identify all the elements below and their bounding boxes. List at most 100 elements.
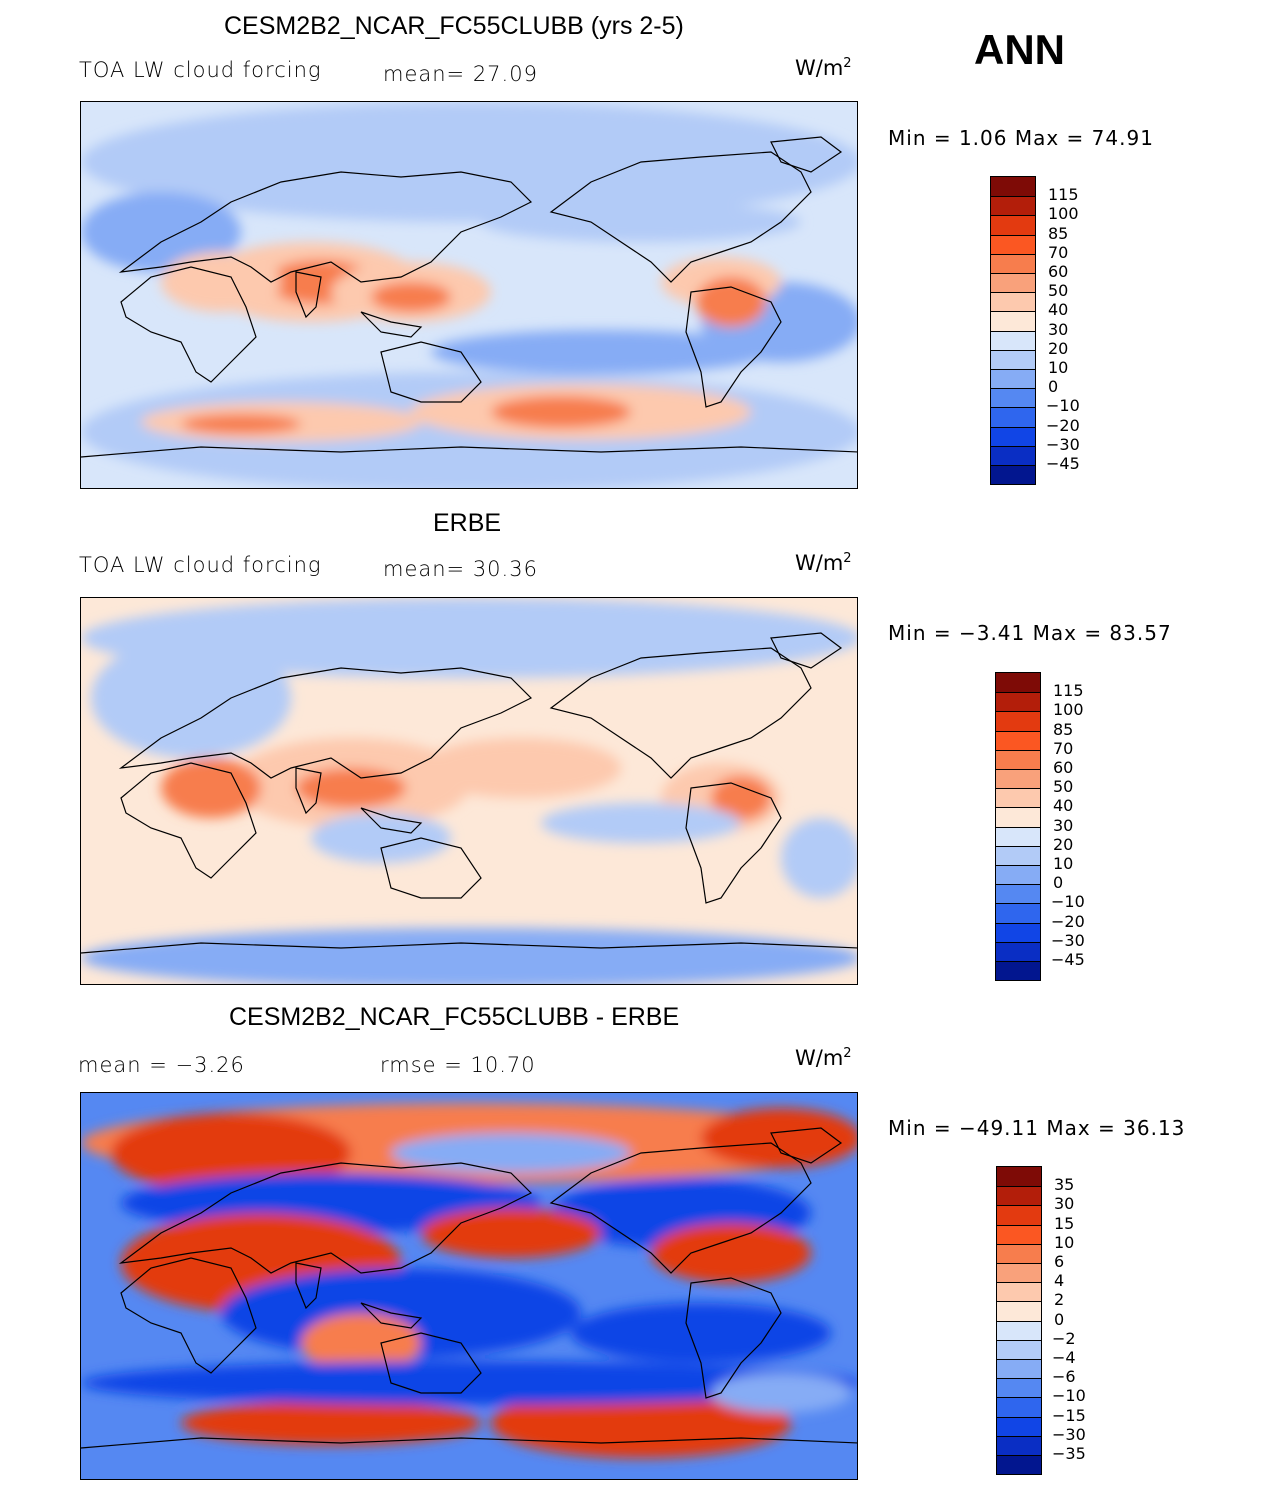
field-region [541,803,741,843]
colorbar-swatch [997,1243,1041,1263]
panel1-units: W/m2 [795,56,852,80]
coastlines [81,136,857,458]
panel3-mean-label: mean = −3.26 [78,1053,245,1077]
colorbar-tick-label: 0 [1053,873,1064,893]
field-region [91,638,291,758]
coastline [380,341,482,403]
colorbar-swatch [997,1359,1041,1379]
panel3-units: W/m2 [795,1046,852,1070]
panel2-variable-label: TOA LW cloud forcing [79,553,322,577]
field-region [81,928,857,984]
colorbar-swatch [991,215,1035,235]
coastline [120,1257,257,1374]
coastline [295,767,322,815]
coastline [81,1437,857,1449]
field-region [81,102,857,222]
colorbar-swatch [997,1455,1041,1475]
field-region [301,1313,421,1373]
colorbar-swatches [995,672,1041,982]
field-region [181,1401,481,1445]
colorbar-swatch [996,922,1040,942]
panel1-map [80,101,858,489]
panel3-title: CESM2B2_NCAR_FC55CLUBB - ERBE [229,1003,680,1031]
panel2-title: ERBE [433,509,502,537]
colorbar-swatch [996,884,1040,904]
colorbar-tick-label: 60 [1053,758,1074,777]
colorbar-swatches [990,176,1036,486]
colorbar-tick-label: 35 [1054,1175,1075,1195]
panel2-min-max: Min = −3.41 Max = 83.57 [888,621,1172,645]
colorbar-tick-label: −15 [1052,1405,1086,1425]
colorbar-swatch [997,1320,1041,1340]
colorbar-swatch [996,865,1040,885]
field-region [181,414,301,434]
coastline [770,632,843,669]
colorbar-swatch [991,196,1035,216]
colorbar-swatch [991,349,1035,369]
field-region [311,813,451,863]
field-region [161,758,261,818]
coastline [295,271,322,319]
coastline [549,151,812,283]
colorbar-tick-label: 15 [1054,1213,1075,1233]
panel3-min-max: Min = −49.11 Max = 36.13 [888,1116,1186,1140]
colorbar-tick-label: 85 [1048,223,1069,243]
colorbar-tick-label: −20 [1051,911,1085,931]
coastline [81,942,857,954]
colorbar-swatch [997,1224,1041,1244]
season-label: ANN [974,26,1065,73]
field-region [421,1208,601,1258]
colorbar-tick-label: −30 [1051,930,1085,950]
field-region [651,1223,811,1283]
field-region [491,1388,791,1458]
field-region [371,282,451,312]
coastline [360,311,423,338]
field-region [481,202,801,242]
colorbar-tick-label: 115 [1048,185,1079,205]
colorbar-tick-label: 0 [1048,377,1059,397]
colorbar-tick-label: 50 [1053,777,1074,797]
colorbar-tick-label: 70 [1048,242,1069,262]
colorbar-swatch [996,769,1040,789]
field-region [421,738,621,798]
colorbar-tick-label: 70 [1053,738,1074,758]
colorbar-swatch [991,369,1035,389]
coastline [120,266,257,383]
field-contours [81,1103,857,1458]
colorbar-swatch [991,253,1035,273]
colorbar-tick-label: 4 [1054,1271,1065,1291]
field-contours [81,102,857,488]
coastlines [81,1127,857,1449]
panel2-mean-label: mean= 30.36 [383,557,538,581]
coastline [685,286,782,408]
field-region [81,598,857,678]
coastline [118,171,533,283]
field-region [81,192,241,272]
colorbar-tick-label: −10 [1046,396,1080,416]
panel3-rmse-label: rmse = 10.70 [380,1053,536,1077]
coastline [120,762,257,879]
panel1-mean-label: mean= 27.09 [383,62,538,86]
colorbar-swatch [997,1205,1041,1225]
colorbar-swatch [996,845,1040,865]
colorbar-tick-label: 6 [1054,1252,1065,1271]
panel1-title: CESM2B2_NCAR_FC55CLUBB (yrs 2-5) [224,12,684,40]
colorbar-swatch [996,711,1040,731]
colorbar-tick-label: −45 [1046,454,1080,473]
colorbar-swatch [997,1378,1041,1398]
field-region [296,768,406,808]
colorbar-tick-label: 2 [1054,1290,1065,1310]
colorbar-swatch [997,1282,1041,1302]
colorbar-tick-label: −10 [1051,892,1085,912]
coastline [685,1277,782,1399]
colorbar-swatch [996,941,1040,961]
panel1-min-max: Min = 1.06 Max = 74.91 [888,126,1154,150]
colorbar-tick-label: 60 [1048,262,1069,281]
colorbar-tick-label: 10 [1053,854,1074,873]
colorbar-swatch [996,826,1040,846]
colorbar-swatches [996,1166,1042,1476]
colorbar-tick-label: 10 [1054,1232,1075,1252]
coastline [380,837,482,899]
field-region [781,818,857,898]
colorbar-tick-label: −30 [1046,434,1080,454]
